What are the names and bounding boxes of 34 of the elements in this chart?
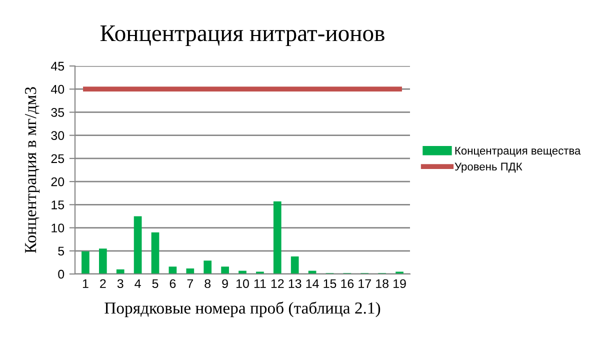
y-tick-label: 25 — [51, 154, 64, 164]
x-tick-label: 10 — [236, 279, 249, 288]
x-tick-label: 7 — [187, 279, 194, 288]
y-tick-label: 40 — [50, 84, 64, 94]
x-tick-label: 5 — [152, 279, 158, 288]
x-tick-label: 16 — [341, 279, 354, 288]
y-tick-label: 30 — [51, 131, 64, 140]
x-tick-label: 19 — [394, 279, 406, 288]
x-tick-label: 15 — [324, 279, 336, 288]
x-tick-label: 13 — [288, 279, 302, 288]
x-tick-label: 14 — [306, 279, 319, 288]
legend-label: Уровень ПДК — [454, 162, 522, 173]
x-tick-label: 4 — [134, 279, 141, 288]
x-axis-title: Порядковые номера проб (таблица 2.1) — [104, 302, 380, 318]
chart-title: Концентрация нитрат-ионов — [100, 26, 384, 46]
y-tick-label: 0 — [58, 270, 64, 279]
x-tick-label: 12 — [271, 279, 284, 288]
x-tick-label: 6 — [170, 279, 176, 288]
y-tick-label: 20 — [51, 177, 64, 186]
x-tick-label: 1 — [82, 279, 88, 288]
y-tick-label: 5 — [58, 246, 64, 256]
y-tick-label: 45 — [50, 62, 64, 71]
y-tick-label: 15 — [52, 200, 64, 210]
x-tick-label: 11 — [254, 279, 266, 288]
legend-label: Концентрация вещества — [455, 146, 581, 157]
x-tick-label: 18 — [376, 279, 388, 288]
x-tick-label: 17 — [358, 279, 371, 288]
x-tick-label: 8 — [204, 279, 211, 288]
y-tick-label: 35 — [51, 108, 64, 117]
y-tick-label: 10 — [52, 224, 64, 232]
y-axis-title: Концентрация в мг/дм3 — [24, 87, 40, 254]
x-tick-label: 3 — [117, 279, 124, 288]
x-tick-label: 2 — [100, 279, 106, 288]
x-tick-label: 9 — [222, 279, 228, 288]
